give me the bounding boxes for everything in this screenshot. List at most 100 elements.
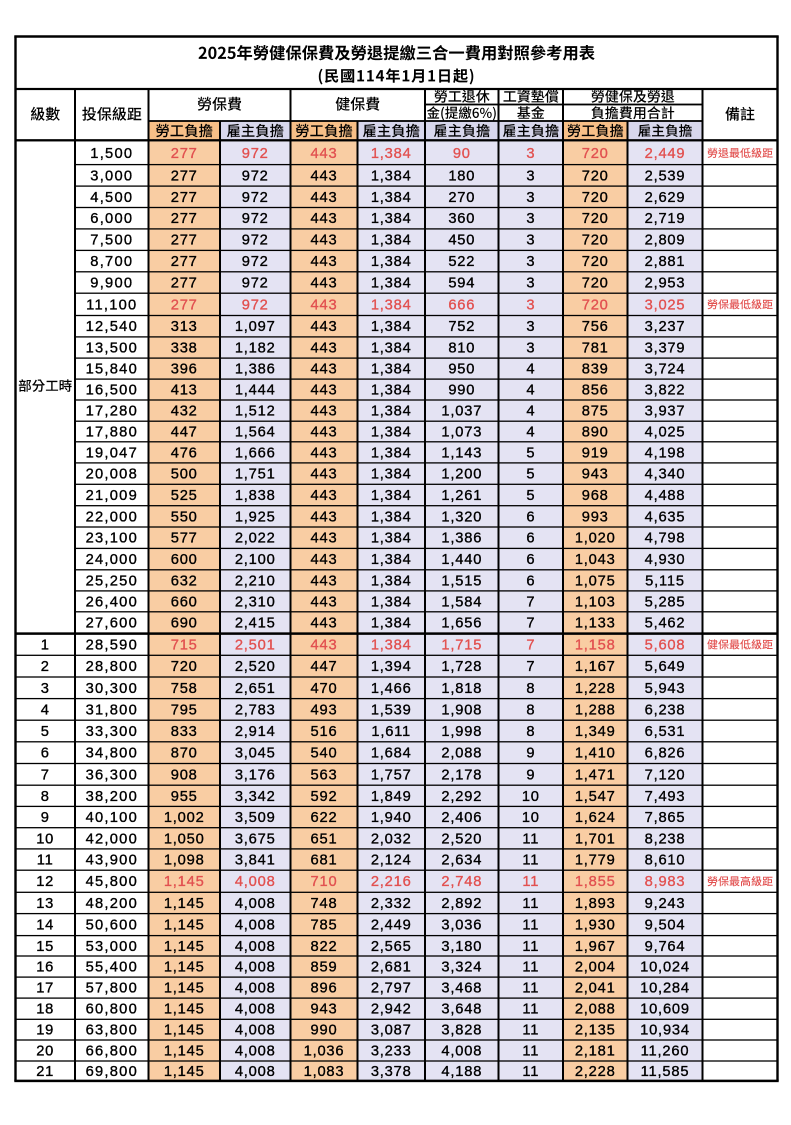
svg-text:3: 3 — [526, 297, 535, 313]
svg-text:1,200: 1,200 — [441, 467, 482, 483]
svg-text:1,384: 1,384 — [371, 404, 412, 420]
svg-text:1,145: 1,145 — [164, 1064, 205, 1080]
svg-text:4,930: 4,930 — [645, 552, 686, 568]
svg-text:21,009: 21,009 — [86, 488, 138, 504]
svg-text:3,045: 3,045 — [235, 746, 276, 762]
svg-text:1,384: 1,384 — [371, 190, 412, 206]
svg-text:781: 781 — [582, 341, 609, 357]
svg-text:1,611: 1,611 — [371, 724, 411, 740]
svg-text:19: 19 — [36, 1023, 54, 1039]
svg-text:1,145: 1,145 — [164, 1044, 205, 1060]
svg-text:1,940: 1,940 — [371, 810, 412, 826]
svg-text:1,624: 1,624 — [575, 810, 616, 826]
svg-text:752: 752 — [448, 319, 475, 335]
svg-text:2,797: 2,797 — [371, 981, 412, 997]
svg-text:756: 756 — [582, 319, 609, 335]
svg-text:2,809: 2,809 — [645, 233, 686, 249]
svg-text:1,384: 1,384 — [371, 341, 412, 357]
svg-text:277: 277 — [171, 211, 198, 227]
svg-text:972: 972 — [242, 233, 269, 249]
svg-text:943: 943 — [311, 1002, 338, 1018]
svg-text:15,840: 15,840 — [86, 362, 138, 378]
svg-text:1,893: 1,893 — [575, 896, 616, 912]
svg-text:443: 443 — [311, 509, 338, 525]
svg-text:4: 4 — [41, 702, 50, 718]
svg-text:69,800: 69,800 — [86, 1064, 138, 1080]
svg-text:2,719: 2,719 — [645, 211, 686, 227]
svg-text:681: 681 — [311, 853, 338, 869]
svg-text:48,200: 48,200 — [86, 896, 138, 912]
svg-text:277: 277 — [171, 168, 198, 184]
svg-text:1,466: 1,466 — [371, 681, 412, 697]
svg-text:6: 6 — [526, 531, 535, 547]
svg-text:1,728: 1,728 — [441, 659, 482, 675]
svg-text:8: 8 — [526, 702, 535, 718]
svg-text:1,715: 1,715 — [441, 638, 482, 654]
svg-text:577: 577 — [171, 531, 198, 547]
svg-text:1,384: 1,384 — [371, 362, 412, 378]
svg-text:443: 443 — [311, 573, 338, 589]
svg-text:10,934: 10,934 — [640, 1023, 690, 1039]
svg-text:1,512: 1,512 — [235, 404, 276, 420]
svg-text:1,384: 1,384 — [371, 467, 412, 483]
svg-text:277: 277 — [171, 190, 198, 206]
svg-text:4: 4 — [526, 425, 535, 441]
svg-text:4,008: 4,008 — [235, 960, 276, 976]
svg-text:1,075: 1,075 — [575, 573, 616, 589]
svg-text:2,953: 2,953 — [645, 276, 686, 292]
svg-text:11,260: 11,260 — [641, 1044, 690, 1060]
svg-text:1,849: 1,849 — [371, 789, 412, 805]
svg-text:3,233: 3,233 — [371, 1044, 412, 1060]
svg-text:1,384: 1,384 — [371, 211, 412, 227]
svg-text:443: 443 — [311, 319, 338, 335]
svg-text:6: 6 — [526, 573, 535, 589]
svg-text:1,384: 1,384 — [371, 146, 412, 162]
svg-text:277: 277 — [171, 233, 198, 249]
svg-text:2,629: 2,629 — [645, 190, 686, 206]
svg-text:1,547: 1,547 — [575, 789, 616, 805]
svg-text:3,237: 3,237 — [645, 319, 686, 335]
svg-text:360: 360 — [448, 211, 475, 227]
svg-text:6,238: 6,238 — [645, 702, 686, 718]
svg-text:720: 720 — [582, 146, 609, 162]
svg-text:666: 666 — [448, 297, 475, 313]
svg-text:4,188: 4,188 — [441, 1064, 482, 1080]
svg-text:4,008: 4,008 — [235, 874, 276, 890]
svg-text:1,228: 1,228 — [575, 681, 616, 697]
svg-text:1,384: 1,384 — [371, 319, 412, 335]
svg-text:1,384: 1,384 — [371, 254, 412, 270]
svg-text:8: 8 — [526, 724, 535, 740]
svg-text:6,826: 6,826 — [645, 746, 686, 762]
svg-text:7: 7 — [526, 638, 535, 654]
svg-text:1,384: 1,384 — [371, 233, 412, 249]
svg-text:919: 919 — [582, 445, 609, 461]
svg-text:17,280: 17,280 — [86, 404, 138, 420]
svg-text:4: 4 — [526, 404, 535, 420]
svg-text:1,539: 1,539 — [371, 702, 412, 718]
svg-text:1,564: 1,564 — [235, 425, 276, 441]
svg-text:13: 13 — [36, 896, 54, 912]
svg-text:5,608: 5,608 — [645, 638, 686, 654]
svg-text:8: 8 — [41, 789, 50, 805]
svg-text:1,288: 1,288 — [575, 702, 616, 718]
svg-text:7: 7 — [526, 659, 535, 675]
svg-text:2,178: 2,178 — [441, 767, 482, 783]
svg-text:443: 443 — [311, 233, 338, 249]
svg-text:972: 972 — [242, 297, 269, 313]
svg-text:1,103: 1,103 — [575, 594, 616, 610]
svg-text:4,008: 4,008 — [235, 1064, 276, 1080]
svg-text:972: 972 — [242, 190, 269, 206]
svg-text:11,585: 11,585 — [641, 1064, 690, 1080]
svg-text:972: 972 — [242, 254, 269, 270]
svg-text:17,880: 17,880 — [86, 425, 138, 441]
svg-text:720: 720 — [582, 297, 609, 313]
svg-text:1,158: 1,158 — [575, 638, 616, 654]
svg-text:33,300: 33,300 — [86, 724, 138, 740]
svg-text:21: 21 — [36, 1064, 54, 1080]
svg-text:540: 540 — [311, 746, 338, 762]
svg-text:4,008: 4,008 — [235, 1002, 276, 1018]
svg-text:1,384: 1,384 — [371, 531, 412, 547]
svg-text:11: 11 — [522, 1002, 539, 1018]
svg-text:31,800: 31,800 — [86, 702, 138, 718]
svg-text:1,701: 1,701 — [575, 831, 616, 847]
